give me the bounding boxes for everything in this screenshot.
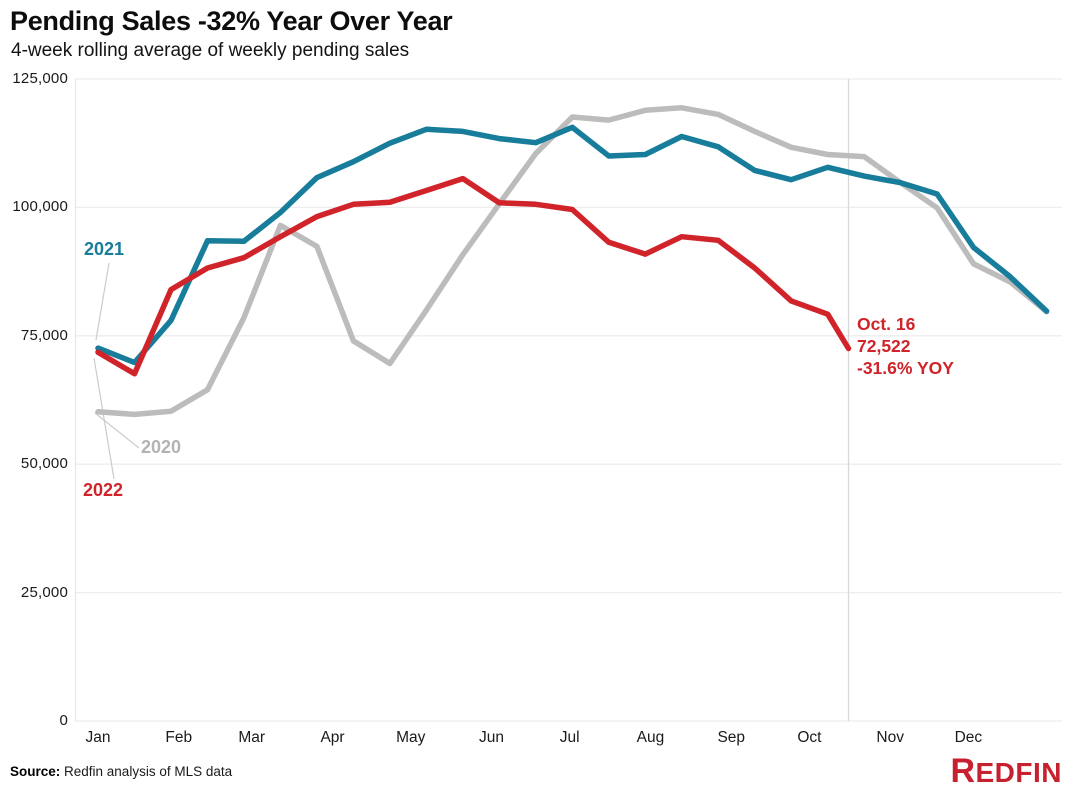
series-line-2020 (95, 105, 1050, 418)
y-tick-label: 0 (59, 712, 68, 729)
annotation-date: Oct. 16 (857, 314, 916, 334)
latest-point-annotation: Oct. 16 72,522 -31.6% YOY (857, 313, 954, 379)
x-tick-label: Jul (559, 729, 580, 746)
source-text: Redfin analysis of MLS data (60, 764, 233, 779)
source-label: Source: (10, 764, 61, 779)
y-tick-label: 50,000 (20, 455, 68, 473)
page-title: Pending Sales -32% Year Over Year (10, 6, 453, 36)
x-tick-label: Nov (876, 729, 904, 746)
series-line-2022 (95, 175, 852, 377)
x-tick-label: Jun (479, 729, 504, 746)
x-tick-label: Mar (238, 729, 266, 746)
series-label-2021: 2021 (84, 239, 125, 259)
y-tick-label: 100,000 (12, 198, 68, 216)
x-tick-label: Apr (320, 729, 345, 746)
redfin-logo: REDFIN (950, 752, 1062, 791)
redfin-logo-initial: R (950, 752, 976, 790)
annotation-yoy: -31.6% YOY (857, 358, 954, 378)
label-connector-2022 (93, 357, 115, 480)
redfin-logo-rest: EDFIN (975, 757, 1062, 788)
y-tick-label: 125,000 (12, 70, 68, 87)
x-tick-label: Oct (797, 729, 822, 746)
annotation-value: 72,522 (857, 336, 911, 356)
y-tick-label: 25,000 (20, 583, 68, 601)
x-tick-label: Feb (165, 729, 193, 746)
series-label-2020: 2020 (141, 437, 182, 457)
series-label-2022: 2022 (83, 480, 124, 500)
series-line-2021 (95, 124, 1050, 366)
y-tick-label: 75,000 (20, 326, 68, 344)
x-tick-label: Jan (85, 729, 111, 746)
x-tick-label: Sep (717, 729, 746, 746)
x-tick-label: May (396, 729, 426, 746)
x-tick-label: Dec (954, 729, 983, 746)
source-note: Source: Redfin analysis of MLS data (10, 764, 232, 779)
label-connector-2021 (95, 262, 110, 341)
x-tick-label: Aug (636, 729, 665, 746)
label-connector-2020 (94, 412, 140, 449)
chart-subtitle: 4-week rolling average of weekly pending… (11, 40, 410, 61)
